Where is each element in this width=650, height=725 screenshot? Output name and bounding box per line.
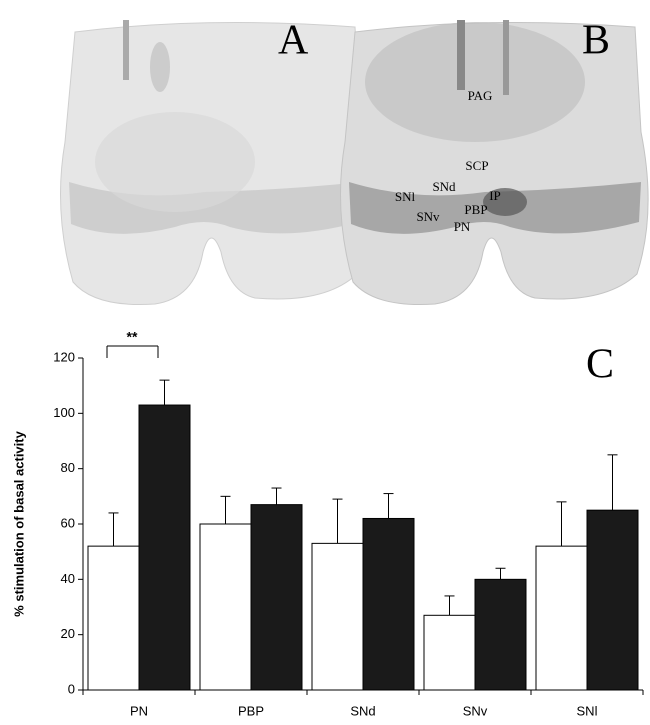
y-tick-label: 80 [61,460,75,475]
bar [138,404,191,691]
y-tick-label: 60 [61,515,75,530]
region-label: PBP [464,202,487,217]
y-tick-label: 100 [53,405,75,420]
panel-letter: A [278,18,309,64]
x-tick-label: SNv [463,703,488,718]
bar [362,517,415,691]
bar [250,504,303,691]
bar [199,523,252,691]
region-label: IP [489,188,501,203]
y-tick-label: 120 [53,349,75,364]
x-tick-label: PBP [238,703,264,718]
panel-letter: B [582,18,610,64]
bar [535,545,588,691]
y-tick-label: 40 [61,571,75,586]
x-tick-label: SNl [577,703,598,718]
region-label: SNl [395,189,416,204]
section-b [340,20,649,306]
bar [423,614,476,691]
y-tick-label: 20 [61,626,75,641]
x-tick-label: SNd [350,703,375,718]
y-tick-label: 0 [68,681,75,696]
bar [586,509,639,691]
x-tick-label: PN [130,703,148,718]
bar [87,545,140,691]
panel-letter: C [586,342,614,388]
bar [311,542,364,691]
region-label: PAG [468,88,493,103]
bar [474,578,527,691]
region-label: SNv [416,209,440,224]
significance: ** [127,329,138,345]
region-label: PN [454,219,471,234]
section-a [60,20,369,306]
y-axis-label: % stimulation of basal activity [11,430,26,616]
region-label: SCP [465,158,488,173]
region-label: SNd [432,179,456,194]
